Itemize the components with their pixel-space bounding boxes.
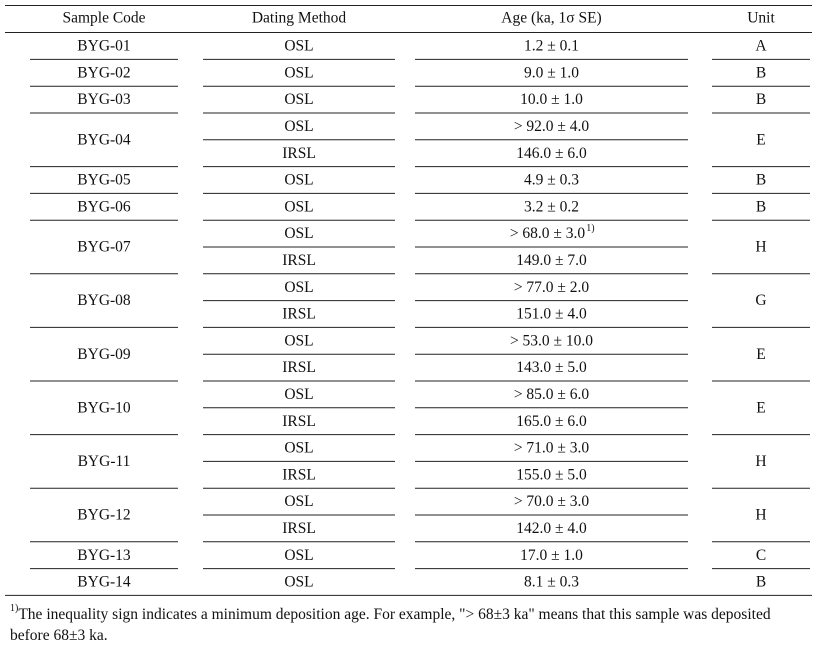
- age: 143.0 ± 5.0: [516, 359, 587, 376]
- unit: E: [756, 399, 765, 416]
- sample-code: BYG-10: [77, 399, 131, 416]
- sample-code: BYG-03: [77, 91, 131, 108]
- age: > 92.0 ± 4.0: [514, 118, 590, 135]
- data-table: Sample Code Dating Method Age (ka, 1σ SE) U…: [5, 5, 812, 596]
- dating-method: OSL: [284, 440, 313, 457]
- age: > 70.0 ± 3.0: [514, 493, 590, 510]
- age: 3.2 ± 0.2: [524, 198, 579, 215]
- age: > 68.0 ± 3.0: [510, 225, 586, 242]
- age: 10.0 ± 1.0: [520, 91, 583, 108]
- age: 8.1 ± 0.3: [524, 574, 579, 591]
- header-cell: Sample Code: [62, 10, 145, 27]
- sample-code: BYG-11: [78, 453, 131, 470]
- unit: B: [756, 172, 766, 189]
- dating-method: OSL: [284, 91, 313, 108]
- dating-method: OSL: [284, 118, 313, 135]
- dating-method: OSL: [284, 332, 313, 349]
- sample-code: BYG-12: [77, 507, 130, 524]
- unit: B: [756, 91, 766, 108]
- age: 165.0 ± 6.0: [516, 413, 587, 430]
- dating-method: IRSL: [282, 306, 316, 323]
- unit: B: [756, 64, 766, 81]
- unit: H: [755, 239, 766, 256]
- footnote-text: The inequality sign indicates a minimum …: [10, 606, 771, 644]
- header-cell: Unit: [747, 10, 775, 27]
- age: 1.2 ± 0.1: [524, 38, 579, 55]
- sample-code: BYG-01: [77, 38, 130, 55]
- age: > 77.0 ± 2.0: [514, 279, 590, 296]
- dating-method: OSL: [284, 172, 313, 189]
- dating-method: OSL: [284, 64, 313, 81]
- dating-method: IRSL: [282, 413, 316, 430]
- sample-code: BYG-14: [77, 574, 131, 591]
- sample-code: BYG-06: [77, 198, 131, 215]
- age: > 85.0 ± 6.0: [514, 386, 590, 403]
- sample-code: BYG-07: [77, 239, 131, 256]
- dating-method: IRSL: [282, 359, 316, 376]
- dating-method: OSL: [284, 386, 313, 403]
- unit: B: [756, 574, 766, 591]
- dating-method: OSL: [284, 493, 313, 510]
- dating-method: OSL: [284, 279, 313, 296]
- age: 146.0 ± 6.0: [516, 145, 587, 162]
- header-cell: Dating Method: [252, 10, 347, 27]
- sample-code: BYG-13: [77, 547, 131, 564]
- sample-code: BYG-09: [77, 346, 131, 363]
- dating-method: IRSL: [282, 520, 316, 537]
- sample-code: BYG-05: [77, 172, 131, 189]
- age: > 71.0 ± 3.0: [514, 440, 590, 457]
- age: 151.0 ± 4.0: [516, 306, 587, 323]
- dating-method: IRSL: [282, 252, 316, 269]
- age: 4.9 ± 0.3: [524, 172, 579, 189]
- sample-code: BYG-04: [77, 131, 131, 148]
- dating-method: OSL: [284, 547, 313, 564]
- unit: E: [756, 346, 765, 363]
- footnote-marker: 1): [10, 603, 19, 614]
- dating-method: OSL: [284, 198, 313, 215]
- unit: B: [756, 198, 766, 215]
- sample-code: BYG-02: [77, 64, 130, 81]
- age-note: 1): [586, 223, 594, 234]
- age: 9.0 ± 1.0: [524, 64, 579, 81]
- unit: G: [755, 292, 766, 309]
- sample-code: BYG-08: [77, 292, 131, 309]
- age: 149.0 ± 7.0: [516, 252, 587, 269]
- dating-method: OSL: [284, 574, 313, 591]
- dating-method: OSL: [284, 225, 313, 242]
- age: 17.0 ± 1.0: [520, 547, 583, 564]
- footnote: 1)The inequality sign indicates a minimu…: [10, 604, 812, 646]
- unit: H: [755, 507, 766, 524]
- dating-method: IRSL: [282, 466, 316, 483]
- age: 155.0 ± 5.0: [516, 466, 587, 483]
- dating-method: OSL: [284, 38, 313, 55]
- unit: C: [756, 547, 766, 564]
- dating-method: IRSL: [282, 145, 316, 162]
- header-cell: Age (ka, 1σ SE): [501, 10, 601, 27]
- age: > 53.0 ± 10.0: [510, 332, 593, 349]
- unit: E: [756, 131, 765, 148]
- unit: A: [755, 38, 767, 55]
- unit: H: [755, 453, 766, 470]
- age: 142.0 ± 4.0: [516, 520, 587, 537]
